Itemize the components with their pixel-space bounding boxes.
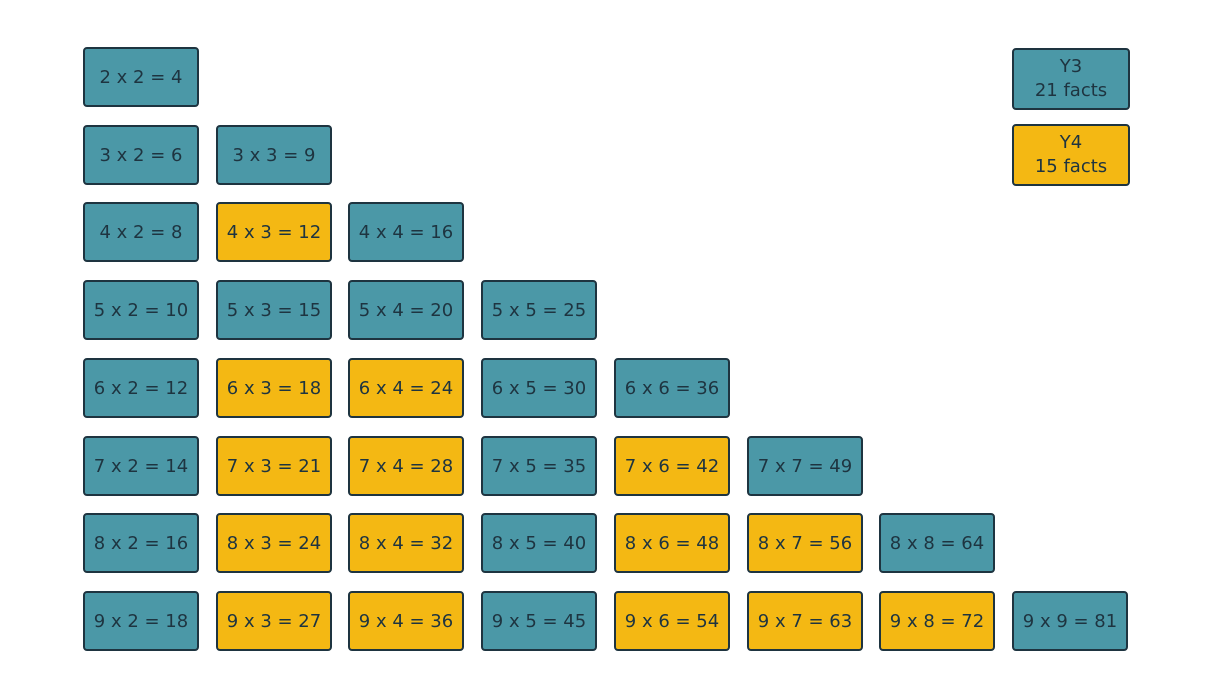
fact-tile: 8 x 8 = 64 bbox=[879, 513, 995, 573]
fact-tile: 6 x 2 = 12 bbox=[83, 358, 199, 418]
legend-y3-label: Y3 bbox=[1059, 56, 1083, 77]
fact-tile: 5 x 4 = 20 bbox=[348, 280, 464, 340]
fact-tile: 9 x 4 = 36 bbox=[348, 591, 464, 651]
legend-y4-label: Y4 bbox=[1059, 132, 1083, 153]
fact-tile: 7 x 3 = 21 bbox=[216, 436, 332, 496]
fact-tile: 9 x 7 = 63 bbox=[747, 591, 863, 651]
fact-tile: 7 x 2 = 14 bbox=[83, 436, 199, 496]
legend-y4-count: 15 facts bbox=[1034, 156, 1108, 177]
fact-tile: 3 x 2 = 6 bbox=[83, 125, 199, 185]
fact-tile: 4 x 4 = 16 bbox=[348, 202, 464, 262]
fact-tile: 7 x 5 = 35 bbox=[481, 436, 597, 496]
fact-tile: 6 x 3 = 18 bbox=[216, 358, 332, 418]
fact-tile: 4 x 2 = 8 bbox=[83, 202, 199, 262]
fact-tile: 8 x 7 = 56 bbox=[747, 513, 863, 573]
fact-tile: 7 x 6 = 42 bbox=[614, 436, 730, 496]
fact-tile: 8 x 2 = 16 bbox=[83, 513, 199, 573]
fact-tile: 8 x 6 = 48 bbox=[614, 513, 730, 573]
fact-tile: 5 x 3 = 15 bbox=[216, 280, 332, 340]
fact-tile: 9 x 9 = 81 bbox=[1012, 591, 1128, 651]
fact-tile: 8 x 5 = 40 bbox=[481, 513, 597, 573]
fact-tile: 6 x 4 = 24 bbox=[348, 358, 464, 418]
fact-tile: 7 x 4 = 28 bbox=[348, 436, 464, 496]
fact-tile: 9 x 2 = 18 bbox=[83, 591, 199, 651]
fact-tile: 6 x 6 = 36 bbox=[614, 358, 730, 418]
fact-tile: 9 x 5 = 45 bbox=[481, 591, 597, 651]
fact-tile: 9 x 8 = 72 bbox=[879, 591, 995, 651]
fact-tile: 8 x 4 = 32 bbox=[348, 513, 464, 573]
fact-tile: 9 x 3 = 27 bbox=[216, 591, 332, 651]
fact-tile: 9 x 6 = 54 bbox=[614, 591, 730, 651]
fact-tile: 2 x 2 = 4 bbox=[83, 47, 199, 107]
fact-tile: 6 x 5 = 30 bbox=[481, 358, 597, 418]
legend-y4: Y4 15 facts bbox=[1012, 124, 1130, 186]
legend-y3-count: 21 facts bbox=[1034, 80, 1108, 101]
fact-tile: 7 x 7 = 49 bbox=[747, 436, 863, 496]
legend-y3: Y3 21 facts bbox=[1012, 48, 1130, 110]
fact-tile: 5 x 2 = 10 bbox=[83, 280, 199, 340]
fact-tile: 4 x 3 = 12 bbox=[216, 202, 332, 262]
fact-tile: 3 x 3 = 9 bbox=[216, 125, 332, 185]
fact-tile: 8 x 3 = 24 bbox=[216, 513, 332, 573]
fact-tile: 5 x 5 = 25 bbox=[481, 280, 597, 340]
